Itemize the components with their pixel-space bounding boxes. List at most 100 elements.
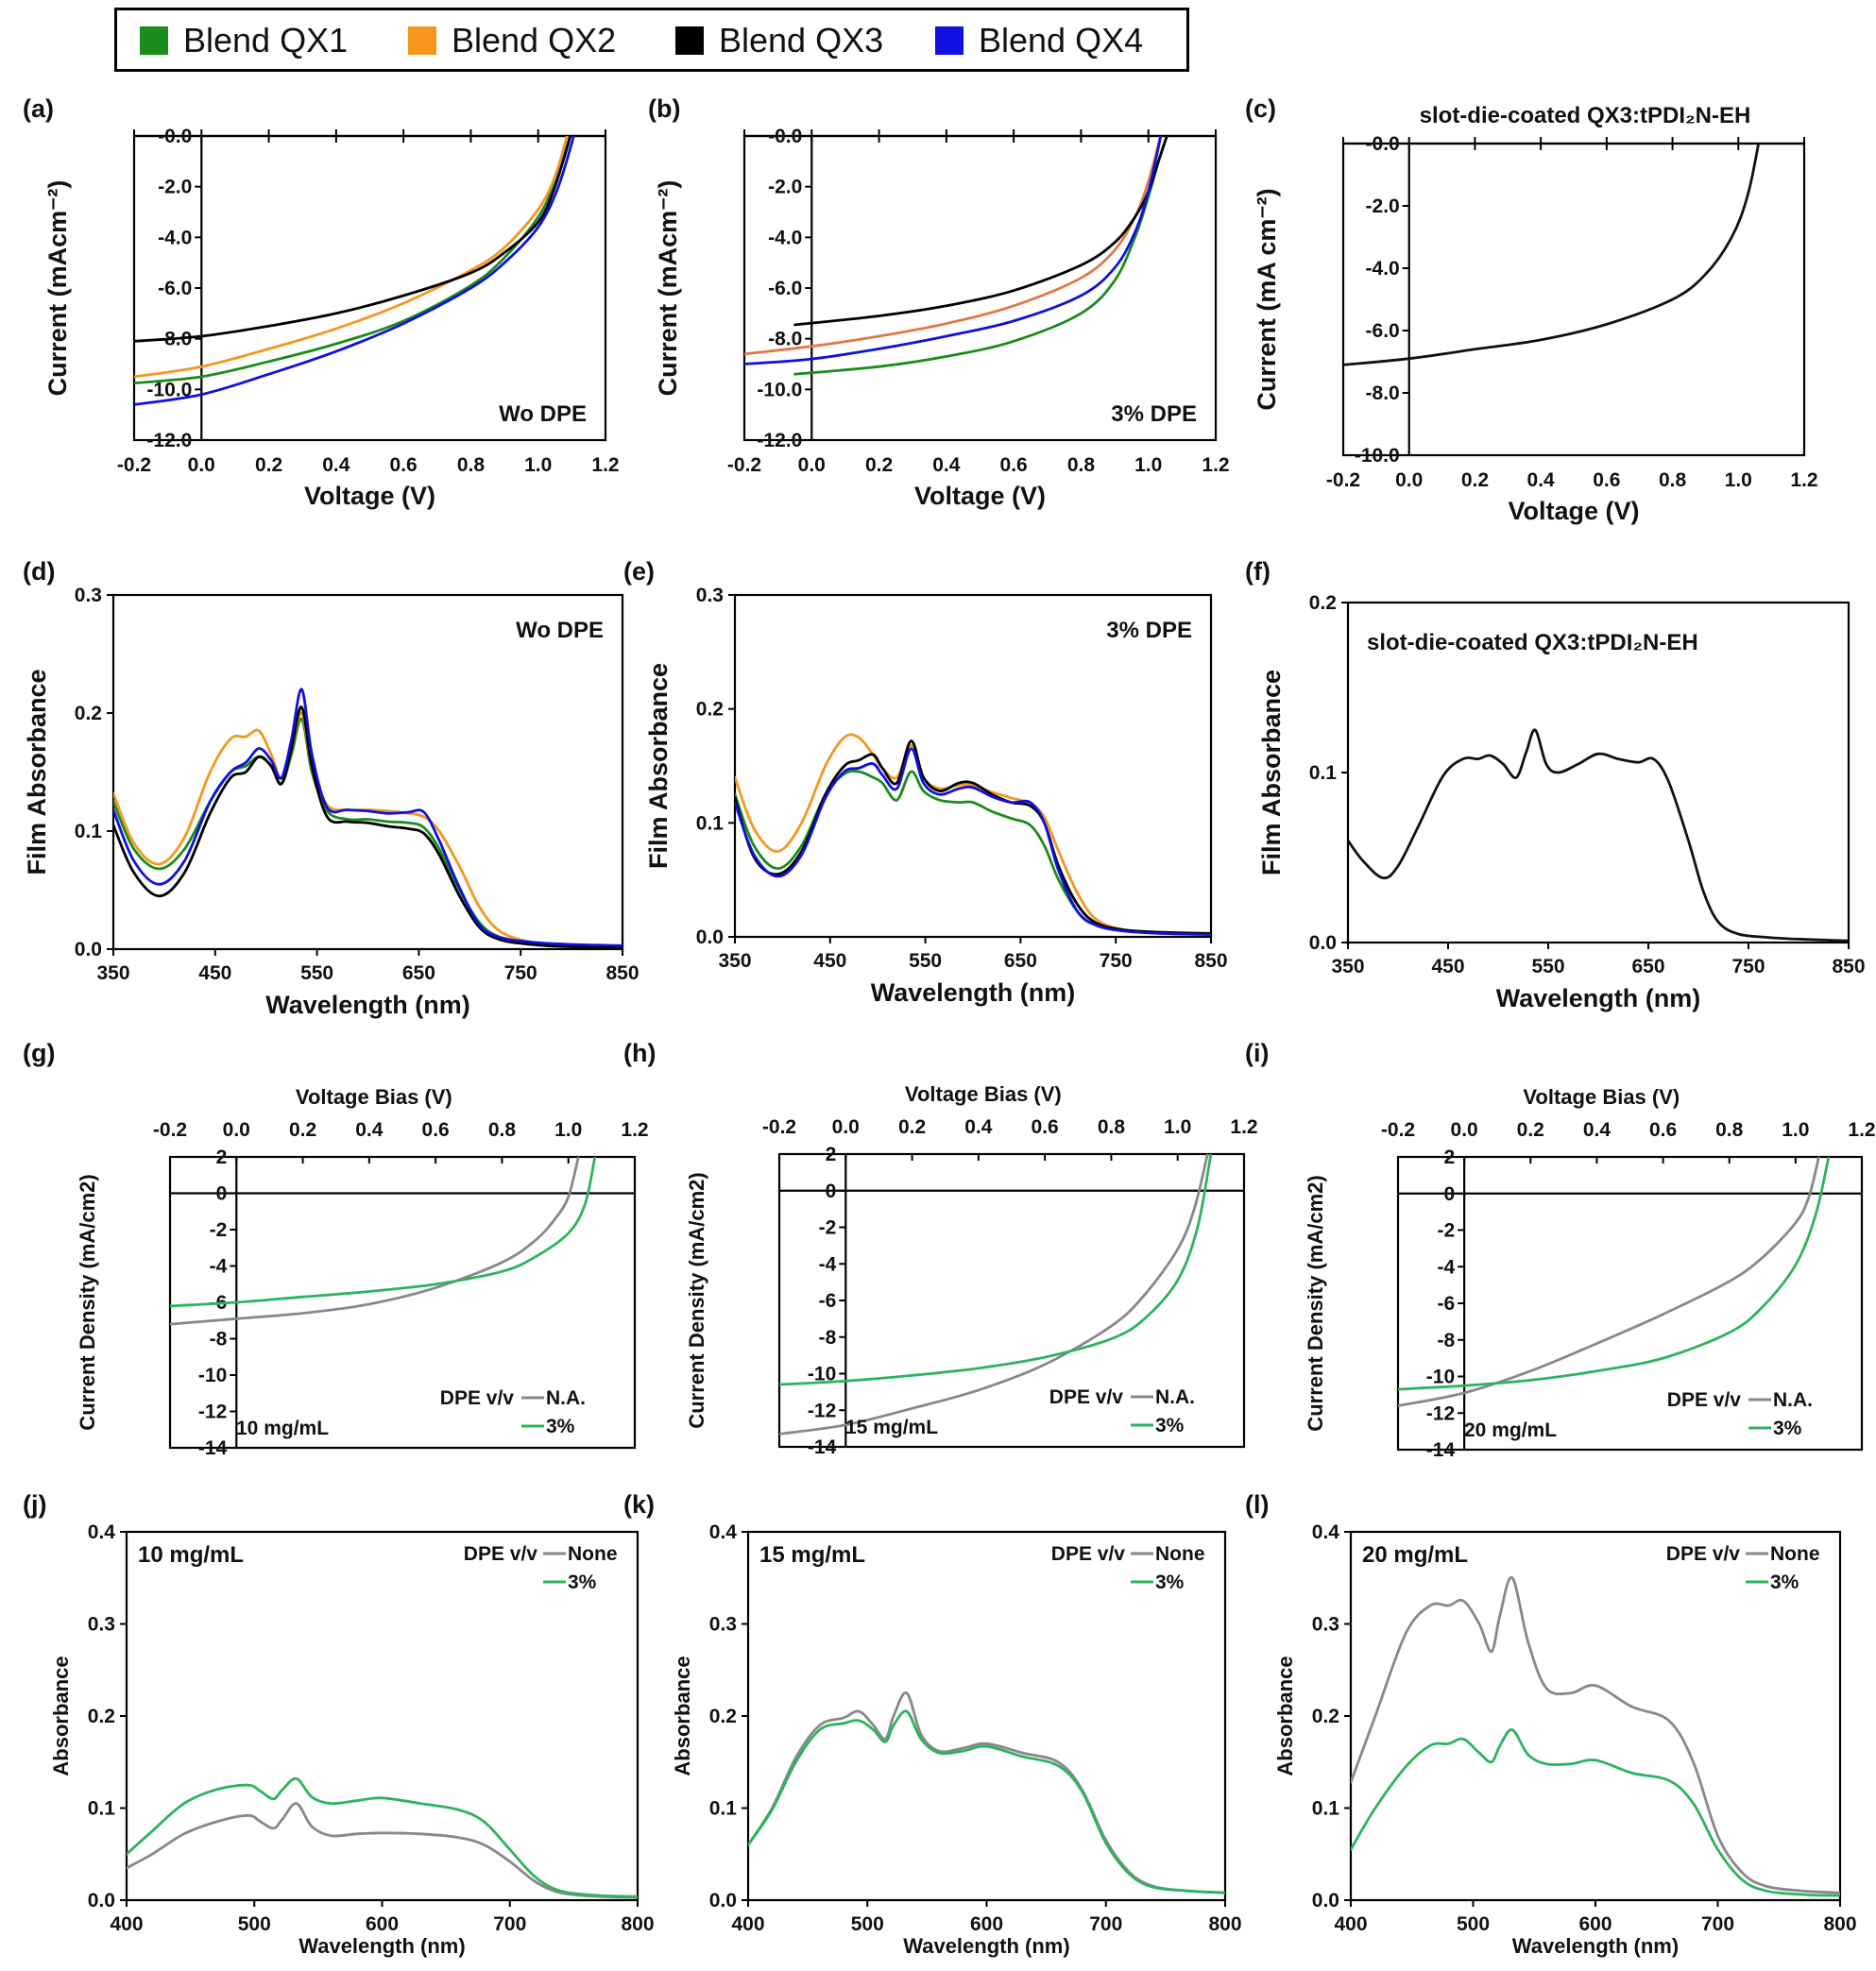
x-tick-label: 850 [1832,956,1865,977]
plot-frame [125,1530,640,1902]
axes-e: 350 450 550 650 750 850 0.0 0.1 0.2 0.3 [696,585,1228,972]
condition-label: 3% DPE [1106,618,1192,643]
chart-svg-f: 350 450 550 650 750 850 0.0 0.1 0.2 Wavelength (n… [1257,592,1866,1012]
series-line-blend-qx3 [113,705,622,949]
x-tick-label: 700 [1089,1913,1122,1935]
series-group [748,1691,1225,1895]
plot-frame [1396,1155,1864,1452]
panel-letter-d: (d) [23,557,56,586]
y-tick-label: -6.0 [1366,320,1400,342]
x-tick-label: 0.4 [932,454,961,476]
y-tick-label: 0.0 [1312,1890,1339,1912]
panel-d: 350 450 550 650 750 850 0.0 0.1 0.2 0.3 Wavelength… [19,562,640,1025]
x-axis-title: Wavelength (nm) [1512,1934,1679,1958]
panel-h: -0.2 0.0 0.2 0.4 0.6 0.8 1.0 1.2 2 0 -2 -4 -6 -8 -10 -1… [623,1025,1258,1506]
x-tick-label: 1.0 [554,1119,582,1141]
y-tick-label: -4 [210,1256,228,1278]
x-tick-label: 0.0 [223,1119,250,1141]
chart-svg-e: 350 450 550 650 750 850 0.0 0.1 0.2 0.3 Wavelength… [644,585,1228,1007]
x-tick-label: 800 [1208,1913,1241,1935]
y-tick-label: -12.0 [757,430,802,451]
y-tick-label: -6.0 [768,278,802,299]
y-tick-label: 0.1 [75,821,103,842]
y-tick-label: -14 [808,1436,837,1458]
panel-l: 400 500 600 700 800 0.0 0.1 0.2 0.3 0.4 Wavelength… [1228,1502,1857,1971]
panel-letter-f: (f) [1245,557,1271,586]
y-axis-title: Current Density (mA/cm2) [685,1172,708,1428]
y-tick-label: 0.2 [1309,592,1337,614]
y-tick-label: -6.0 [158,278,192,299]
chart-title: slot-die-coated QX3:tPDI₂N-EH [1367,630,1698,655]
panel-letter-k: (k) [623,1490,655,1519]
series-line-3- [127,1776,638,1898]
x-axis-title: Wavelength (nm) [1496,984,1701,1012]
plot-frame [111,593,624,951]
axes-b: -0.2 0.0 0.2 0.4 0.6 0.8 1.0 1.2 -0.0 -2.0 -4.0 -6.… [727,126,1230,476]
y-tick-label: -10 [808,1364,836,1385]
x-tick-label: 0.2 [898,1116,926,1138]
legend-item-qx1: Blend QX1 [140,21,349,59]
legend-label: 3% [546,1416,575,1437]
panel-letter-a: (a) [23,94,54,123]
x-tick-label: -0.2 [1326,469,1360,491]
y-tick-label: 2 [1443,1147,1455,1168]
axes-g: -0.2 0.0 0.2 0.4 0.6 0.8 1.0 1.220-2-4-6-8-10-1… [153,1119,649,1459]
condition-label: 3% DPE [1111,401,1197,427]
series-line-3- [1351,1728,1840,1897]
y-tick-label: 0.4 [88,1521,116,1543]
plot-frame [733,593,1213,939]
concentration-label: 10 mg/mL [138,1542,244,1568]
y-tick-label: -2 [819,1217,837,1239]
y-tick-label: 0.1 [709,1798,738,1820]
x-tick-label: 1.0 [1725,469,1752,491]
panel-e: 350 450 550 650 750 850 0.0 0.1 0.2 0.3 Wavelength… [642,562,1247,1025]
x-axis-title: Voltage Bias (V) [296,1085,452,1109]
series-line-blend-qx4 [735,747,1211,936]
condition-label: Wo DPE [516,618,604,643]
y-tick-label: -8 [210,1329,228,1351]
x-tick-label: 0.2 [289,1119,316,1141]
series-line-3- [748,1709,1225,1895]
x-tick-label: 0.2 [1517,1119,1544,1141]
x-tick-label: 0.4 [1527,469,1556,491]
axes-j: 400 500 600 700 800 0.0 0.1 0.2 0.3 0.4 [88,1521,655,1935]
x-tick-label: 0.0 [1395,469,1423,491]
x-tick-label: -0.2 [1381,1119,1415,1141]
x-tick-label: 0.8 [1067,454,1096,476]
axes-a: -0.2 0.0 0.2 0.4 0.6 0.8 1.0 1.2 -0.0 -2.0 -4.0 -6.… [117,126,620,476]
legend-label: None [568,1543,618,1565]
legend-label-qx1: Blend QX1 [183,21,349,59]
x-tick-label: 400 [731,1913,764,1935]
series-line-3- [170,1157,597,1308]
chart-svg-g: -0.2 0.0 0.2 0.4 0.6 0.8 1.0 1.220-2-4-6-8-10-1… [76,1085,649,1459]
y-tick-label: -8 [819,1327,837,1349]
y-tick-label: 0.1 [1312,1798,1340,1820]
panel-letter-i: (i) [1245,1039,1270,1067]
chart-title: slot-die-coated QX3:tPDI₂N-EH [1420,103,1751,128]
series-line-blend-qx3 [735,739,1211,935]
legend-label-qx2: Blend QX2 [452,21,617,59]
y-tick-label: -4.0 [768,227,802,248]
x-tick-label: 1.2 [591,454,619,476]
series-group [134,136,575,406]
x-tick-label: 1.2 [1848,1119,1875,1141]
x-tick-label: 800 [1823,1913,1856,1935]
chart-svg-h: -0.2 0.0 0.2 0.4 0.6 0.8 1.0 1.2 2 0 -2 -4 -6 -8 -10 -1… [685,1082,1258,1458]
y-axis-title: Current (mAcm⁻²) [43,180,72,397]
x-tick-label: 750 [504,962,537,984]
y-tick-label: 0.4 [1312,1521,1340,1543]
y-tick-label: -8.0 [1366,382,1400,404]
x-tick-label: 600 [1578,1913,1612,1935]
panel-letter-g: (g) [23,1039,56,1067]
series-line-3- [1398,1157,1831,1391]
series-line-blend-qx4 [134,136,575,406]
x-tick-label: 750 [1100,950,1133,972]
legend-label: N.A. [1155,1386,1195,1408]
series-group [744,136,1168,376]
x-tick-label: 0.2 [1461,469,1489,491]
y-tick-label: 0.2 [1312,1706,1339,1727]
legend-item-qx3: Blend QX3 [675,21,883,59]
panel-c: -0.2 0.0 0.2 0.4 0.6 0.8 1.0 1.2 -0.0 -2.0 -4.0 -6.… [1247,94,1870,576]
x-tick-label: 600 [970,1913,1003,1935]
series-group [1398,1157,1831,1407]
